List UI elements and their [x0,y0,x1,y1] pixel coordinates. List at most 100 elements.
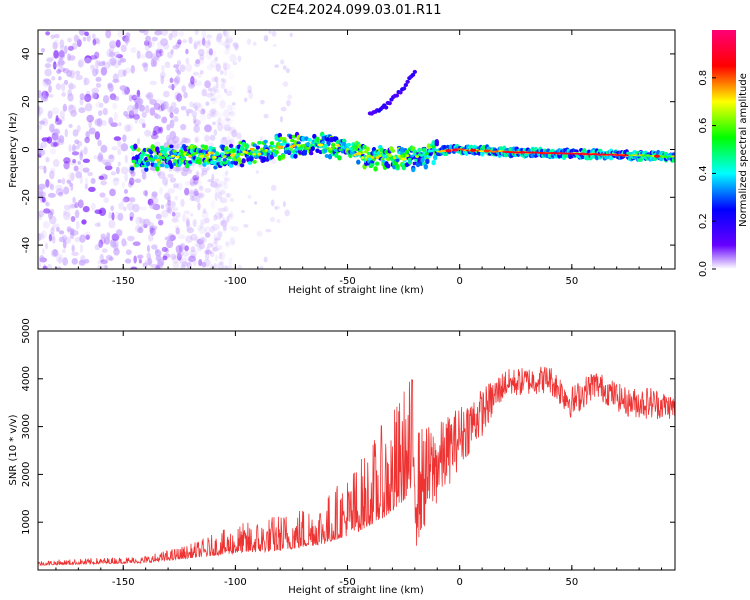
noise-speckle [57,67,66,72]
noise-speckle [45,201,50,207]
colorbar-tick-label: 0.0 [698,261,709,277]
noise-speckle [78,30,86,36]
noise-speckle [100,264,108,269]
band-mark [172,149,177,154]
noise-speckle [217,112,224,119]
noise-speckle [206,113,212,120]
noise-speckle [176,70,182,76]
noise-speckle [204,217,210,224]
noise-speckle [103,62,111,70]
spectrogram-ytick-label: -20 [21,189,32,205]
noise-speckle [150,55,158,60]
noise-speckle [49,123,55,133]
noise-speckle [59,39,65,48]
band-core-mark [301,143,306,147]
noise-speckle [127,104,135,114]
band-mark [425,158,430,165]
noise-speckle [72,129,79,137]
noise-speckle [143,63,149,72]
noise-speckle [79,163,84,172]
noise-speckle [246,38,252,46]
noise-speckle [186,227,195,234]
band-mark [390,148,396,153]
noise-speckle [138,259,142,264]
noise-speckle [194,135,200,144]
noise-speckle [190,233,198,241]
noise-speckle [271,30,277,37]
noise-speckle [201,261,207,268]
band-mark [411,167,416,173]
noise-speckle [195,196,201,203]
noise-speckle [49,208,55,216]
noise-speckle [193,190,199,196]
noise-speckle [47,93,54,98]
snr-ytick-label: 2000 [21,462,32,487]
snr-ytick-label: 5000 [21,318,32,343]
noise-speckle [188,255,196,262]
noise-speckle [219,197,228,204]
noise-speckle [168,33,173,41]
noise-speckle [208,48,214,56]
noise-speckle [159,186,163,195]
noise-speckle [173,116,179,123]
band-core-mark [205,153,210,157]
noise-speckle [181,85,186,93]
noise-speckle [198,48,205,57]
noise-speckle [136,137,141,145]
band-core-mark [348,147,353,151]
noise-speckle [174,75,181,84]
noise-speckle [172,166,180,172]
noise-speckle [52,159,60,168]
band-mark [155,166,160,172]
spectrogram-xtick-label: -100 [224,276,247,287]
noise-speckle [171,216,178,223]
noise-speckle [63,210,67,216]
noise-speckle [95,82,102,88]
noise-speckle [229,137,235,146]
noise-speckle [204,124,212,133]
noise-speckle [118,202,124,210]
noise-speckle [231,240,235,245]
noise-speckle [231,129,238,138]
noise-speckle [95,101,102,108]
band-core-mark [146,154,151,157]
noise-speckle [74,139,80,145]
band-core-mark [158,152,163,156]
noise-speckle [185,63,193,72]
noise-speckle [166,207,171,213]
band-mark [232,148,237,153]
noise-speckle [85,131,90,139]
noise-speckle [128,110,135,119]
noise-speckle [134,224,143,233]
noise-speckle [77,60,83,68]
noise-speckle [130,266,138,269]
noise-speckle [68,203,75,210]
noise-speckle [46,56,53,61]
noise-speckle [169,130,177,140]
noise-speckle [138,216,143,224]
noise-speckle [120,44,127,53]
noise-speckle [79,151,83,157]
noise-speckle [58,191,64,197]
noise-speckle [207,87,213,92]
noise-speckle [144,129,152,137]
noise-speckle [160,38,169,47]
noise-speckle [115,53,124,59]
noise-speckle [94,222,101,227]
noise-speckle [210,181,218,188]
noise-speckle [222,109,230,118]
noise-speckle [114,51,121,59]
band-hotspot [355,152,362,156]
band-core-mark [170,154,175,158]
noise-speckle [57,256,62,264]
noise-speckle [38,142,41,147]
snr-xtick-label: 0 [456,577,462,588]
band-hotspot [317,143,324,147]
noise-speckle [87,172,93,177]
noise-speckle [209,109,213,119]
noise-speckle [46,263,53,269]
band-core-mark [424,152,429,156]
noise-speckle [43,208,51,214]
noise-speckle [215,237,221,241]
noise-speckle [71,144,76,153]
